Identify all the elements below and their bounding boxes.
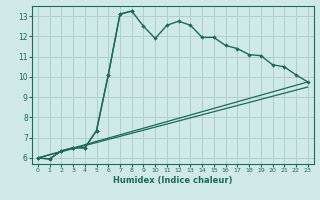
X-axis label: Humidex (Indice chaleur): Humidex (Indice chaleur)	[113, 176, 233, 185]
